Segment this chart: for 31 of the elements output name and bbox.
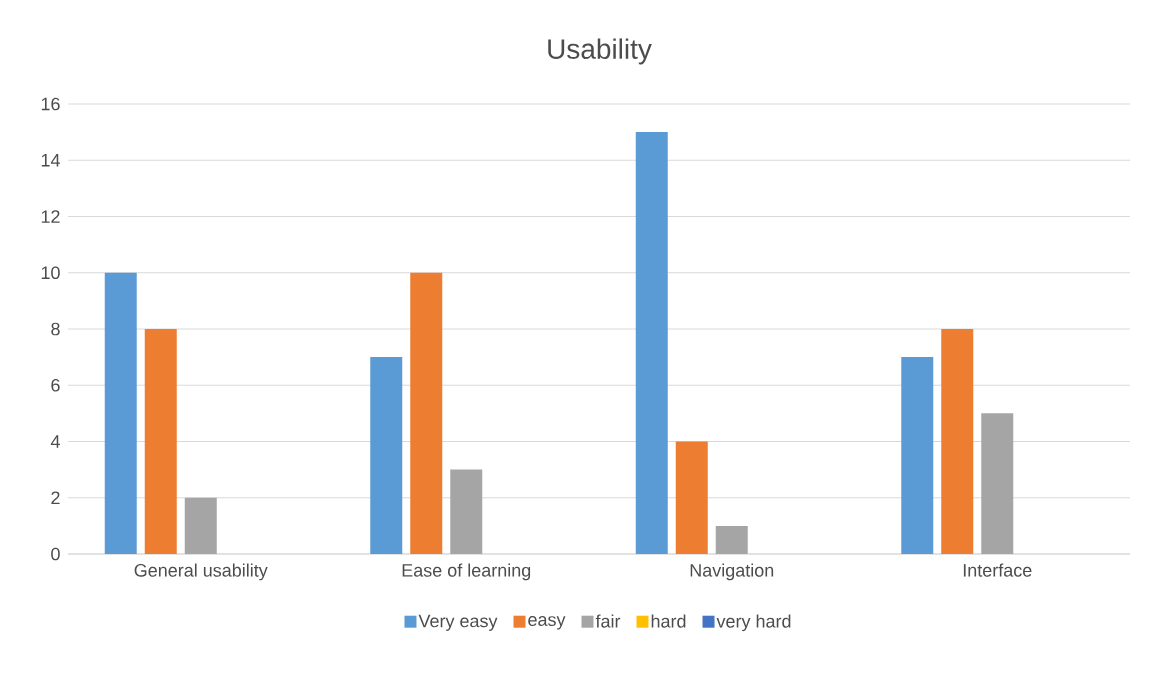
y-tick-label: 2 bbox=[51, 491, 60, 505]
bar bbox=[675, 441, 708, 554]
legend-label: Very easy bbox=[418, 614, 498, 631]
bar bbox=[370, 357, 403, 554]
bar bbox=[184, 497, 217, 554]
y-tick-label: 12 bbox=[41, 210, 60, 223]
legend-label: very hard bbox=[716, 614, 791, 632]
legend-label: easy bbox=[528, 616, 566, 630]
bar bbox=[144, 329, 177, 554]
bar bbox=[941, 329, 974, 554]
legend-label: fair bbox=[595, 614, 621, 628]
chart-title: Usability bbox=[548, 38, 652, 65]
y-tick-label: 8 bbox=[51, 322, 60, 336]
bar bbox=[715, 525, 748, 554]
legend-label: hard bbox=[651, 614, 686, 628]
y-tick-label: 14 bbox=[41, 154, 60, 167]
bar bbox=[450, 469, 483, 554]
bar bbox=[410, 272, 443, 554]
y-tick-label: 6 bbox=[51, 378, 60, 392]
x-tick-label: General usability bbox=[134, 563, 268, 581]
bar bbox=[901, 357, 934, 554]
bar bbox=[635, 132, 668, 554]
y-tick-label: 10 bbox=[41, 266, 60, 280]
x-tick-label: Interface bbox=[963, 563, 1032, 577]
bar bbox=[104, 272, 137, 554]
y-tick-label: 16 bbox=[41, 97, 60, 111]
x-tick-label: Ease of learning bbox=[402, 563, 531, 581]
bar bbox=[981, 413, 1014, 554]
x-tick-label: Navigation bbox=[690, 563, 774, 581]
y-tick-label: 0 bbox=[51, 547, 60, 561]
y-tick-label: 4 bbox=[50, 435, 60, 448]
